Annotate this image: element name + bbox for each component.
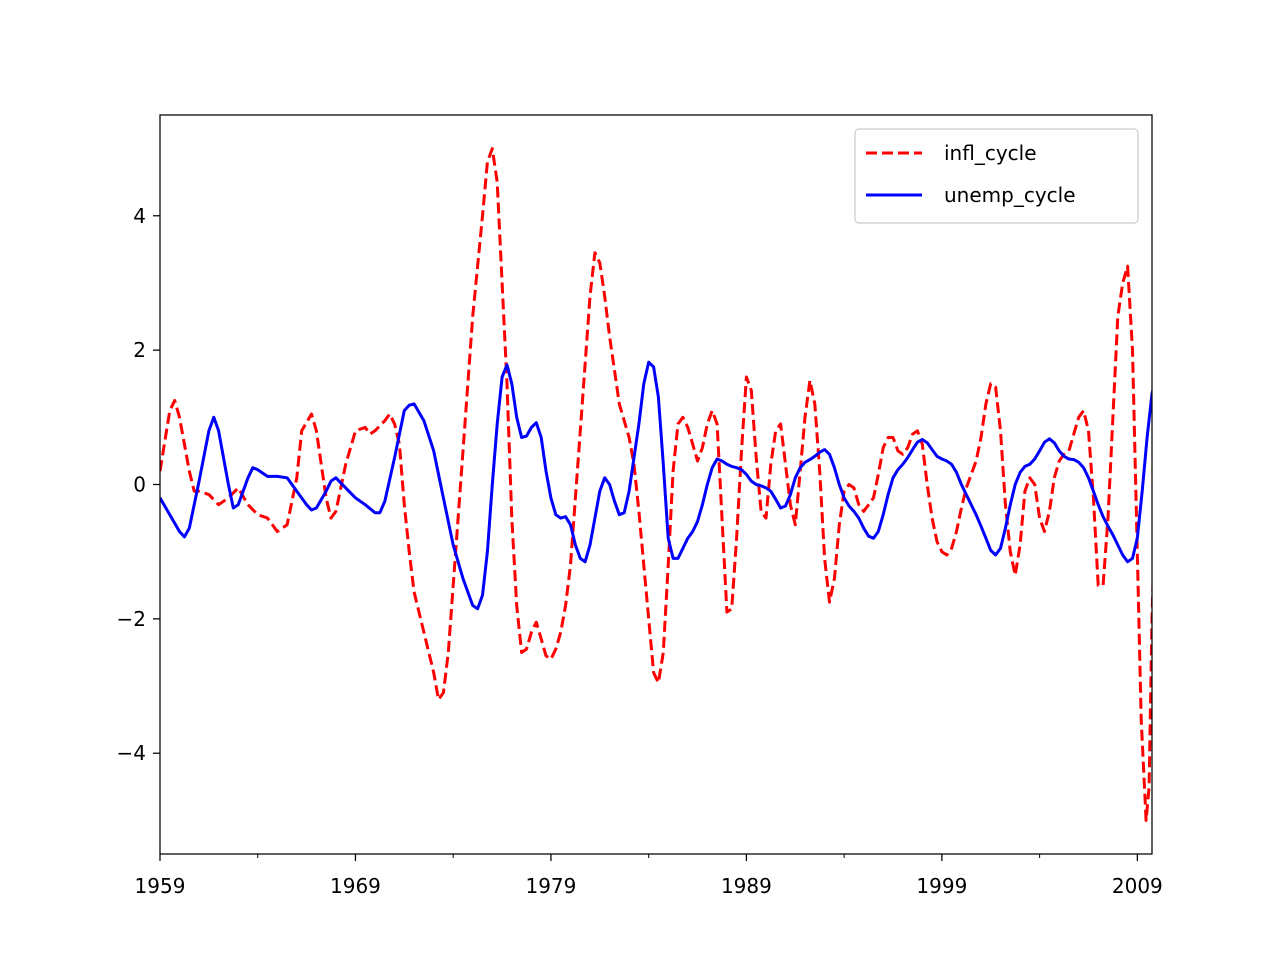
series-line-unemp-cycle [160, 360, 1152, 611]
legend-label-unemp-cycle: unemp_cycle [944, 183, 1076, 207]
y-tick-label: −4 [117, 741, 146, 765]
legend-box [854, 128, 1139, 224]
legend: infl_cycle unemp_cycle [854, 128, 1139, 224]
y-tick-label: −2 [117, 607, 146, 631]
x-tick-label: 1999 [916, 874, 967, 898]
series-line-infl-cycle [160, 147, 1152, 822]
legend-label-infl-cycle: infl_cycle [944, 141, 1037, 165]
y-tick-label: 0 [133, 473, 146, 497]
x-tick-label: 1969 [330, 874, 381, 898]
x-tick-label: 1979 [525, 874, 576, 898]
plot-area [160, 115, 1152, 854]
x-tick-label: 1989 [721, 874, 772, 898]
y-tick-label: 2 [133, 338, 146, 362]
y-tick-label: 4 [133, 204, 146, 228]
series-layer [160, 147, 1152, 822]
x-tick-label: 1959 [135, 874, 186, 898]
x-tick-label: 2009 [1112, 874, 1163, 898]
x-axis: 1959 1969 1979 1989 1999 2009 [135, 854, 1163, 898]
y-axis: −4 −2 0 2 4 [117, 204, 160, 765]
